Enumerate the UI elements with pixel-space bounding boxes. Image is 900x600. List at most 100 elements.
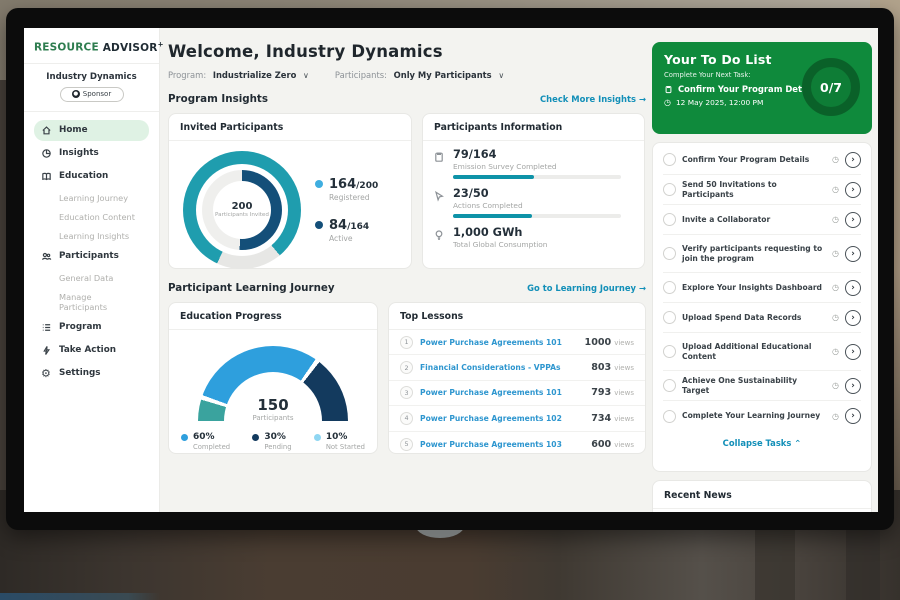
- sidebar-item-education[interactable]: Education: [34, 166, 149, 187]
- task-row: Invite a Collaborator ◷ ›: [663, 205, 861, 235]
- lesson-link[interactable]: Financial Considerations - VPPAs: [420, 363, 561, 373]
- invited-participants-card: Invited Participants 200 Participants In…: [168, 113, 412, 269]
- stat-global-consumption: 1,000 GWh Total Global Consumption: [433, 226, 632, 249]
- legend-not-started: 10% Not Started: [313, 432, 365, 451]
- sidebar-item-participants[interactable]: Participants: [34, 246, 149, 267]
- task-checkbox[interactable]: [663, 247, 676, 260]
- collapse-tasks-link[interactable]: Collapse Tasks ⌃: [722, 438, 802, 448]
- task-open-button[interactable]: ›: [845, 279, 861, 296]
- people-icon: [42, 252, 52, 260]
- task-checkbox[interactable]: [663, 153, 676, 166]
- sidebar-item-insights[interactable]: Insights: [34, 143, 149, 164]
- sidebar-item-home[interactable]: Home: [34, 119, 149, 141]
- task-open-button[interactable]: ›: [845, 343, 861, 360]
- donut-center-label: Participants Invited: [215, 211, 269, 218]
- check-more-insights-link[interactable]: Check More Insights →: [540, 94, 646, 104]
- sidebar-item-education-content[interactable]: Education Content: [59, 212, 135, 222]
- sidebar-item-general-data[interactable]: General Data: [59, 273, 114, 283]
- sidebar-item-label: Education: [59, 171, 109, 181]
- divider: [24, 62, 159, 64]
- lesson-row: 1 Power Purchase Agreements 101 1000 view…: [389, 330, 645, 356]
- sidebar-item-learning-journey[interactable]: Learning Journey: [59, 193, 129, 203]
- clock-icon: ◷: [832, 347, 839, 356]
- divider: [24, 110, 159, 112]
- clock-icon: ◷: [832, 283, 839, 292]
- arrow-right-icon: →: [638, 94, 646, 104]
- chevron-right-icon: ›: [851, 411, 855, 421]
- legend-active: 84/164 Active: [315, 218, 378, 243]
- sponsor-label: Sponsor: [82, 90, 112, 98]
- invited-donut-chart: 200 Participants Invited: [183, 151, 301, 269]
- card-title: Top Lessons: [389, 303, 645, 330]
- program-filter[interactable]: Program: Industrialize Zero ∨: [168, 70, 309, 80]
- gauge-center-label: Participants: [252, 414, 294, 422]
- todo-title: Your To Do List: [664, 52, 772, 67]
- todo-counter: 0/7: [820, 79, 842, 95]
- card-title: Participants Information: [423, 114, 644, 141]
- logo-secondary: ADVISOR+: [102, 40, 164, 54]
- task-open-button[interactable]: ›: [845, 245, 861, 262]
- chevron-right-icon: ›: [851, 346, 855, 357]
- sponsor-icon: ●: [71, 90, 80, 98]
- sidebar-item-label: Participants: [59, 251, 119, 261]
- sidebar-item-label: Take Action: [59, 345, 116, 355]
- todo-list-card: Confirm Your Program Details ◷ › Send 50…: [652, 142, 872, 472]
- task-open-button[interactable]: ›: [845, 309, 861, 326]
- task-checkbox[interactable]: [663, 213, 676, 226]
- page-title: Welcome, Industry Dynamics: [168, 42, 443, 61]
- sponsor-badge[interactable]: ● Sponsor: [59, 86, 124, 102]
- program-insights-header: Program Insights Check More Insights →: [168, 93, 646, 105]
- task-checkbox[interactable]: [663, 345, 676, 358]
- task-checkbox[interactable]: [663, 183, 676, 196]
- lesson-link[interactable]: Power Purchase Agreements 101: [420, 388, 562, 398]
- action-cursor-icon: [435, 190, 444, 202]
- rank-badge: 3: [400, 386, 413, 400]
- chevron-right-icon: ›: [851, 184, 855, 195]
- main-content: Welcome, Industry Dynamics Program: Indu…: [160, 28, 652, 512]
- rank-badge: 2: [400, 361, 413, 375]
- task-checkbox[interactable]: [663, 281, 676, 294]
- clipboard-icon: [435, 152, 443, 162]
- task-open-button[interactable]: ›: [845, 377, 861, 394]
- go-to-learning-journey-link[interactable]: Go to Learning Journey →: [527, 283, 646, 293]
- sidebar-item-settings[interactable]: ⚙ Settings: [34, 363, 149, 384]
- donut-center-value: 200: [231, 200, 253, 212]
- section-title: Participant Learning Journey: [168, 282, 335, 294]
- task-checkbox[interactable]: [663, 379, 676, 392]
- task-open-button[interactable]: ›: [845, 151, 861, 168]
- card-title: Recent News: [653, 481, 871, 509]
- todo-due-date: ◷ 12 May 2025, 12:00 PM: [664, 97, 764, 107]
- sidebar-item-manage-participants[interactable]: Manage Participants: [59, 292, 108, 312]
- task-row: Upload Additional Educational Content ◷ …: [663, 333, 861, 371]
- task-open-button[interactable]: ›: [845, 408, 861, 424]
- logo-primary: RESOURCE: [34, 41, 99, 54]
- lesson-link[interactable]: Power Purchase Agreements 101: [420, 337, 562, 347]
- chevron-right-icon: ›: [851, 248, 855, 259]
- chevron-right-icon: ›: [851, 282, 855, 293]
- card-title: Invited Participants: [169, 114, 411, 141]
- lesson-link[interactable]: Power Purchase Agreements 102: [420, 413, 562, 423]
- stat-emission-survey: 79/164 Emission Survey Completed: [433, 148, 632, 179]
- task-row: Complete Your Learning Journey ◷ ›: [663, 401, 861, 431]
- dashboard-screen: RESOURCE ADVISOR+ Industry Dynamics ● Sp…: [24, 28, 878, 512]
- program-filter-label: Program:: [168, 70, 207, 80]
- pie-chart-icon: [42, 148, 51, 158]
- task-checkbox[interactable]: [663, 311, 676, 324]
- sidebar-item-program[interactable]: Program: [34, 317, 149, 338]
- sidebar-item-label: Settings: [59, 368, 101, 378]
- lesson-link[interactable]: Power Purchase Agreements 103: [420, 439, 562, 449]
- sidebar-item-take-action[interactable]: Take Action: [34, 340, 149, 361]
- todo-progress-ring: 0/7: [802, 58, 860, 116]
- progress-bar: [453, 214, 532, 218]
- sidebar-item-learning-insights[interactable]: Learning Insights: [59, 231, 130, 241]
- task-open-button[interactable]: ›: [845, 211, 861, 228]
- participants-filter[interactable]: Participants: Only My Participants ∨: [335, 70, 504, 80]
- task-open-button[interactable]: ›: [845, 181, 861, 198]
- pending-dot-icon: [252, 434, 260, 441]
- task-checkbox[interactable]: [663, 409, 676, 423]
- legend-pending: 30% Pending: [252, 432, 292, 451]
- clock-icon: ◷: [832, 411, 839, 421]
- participants-filter-value: Only My Participants: [393, 70, 492, 80]
- gear-icon: ⚙: [41, 366, 51, 380]
- rank-badge: 5: [400, 437, 413, 451]
